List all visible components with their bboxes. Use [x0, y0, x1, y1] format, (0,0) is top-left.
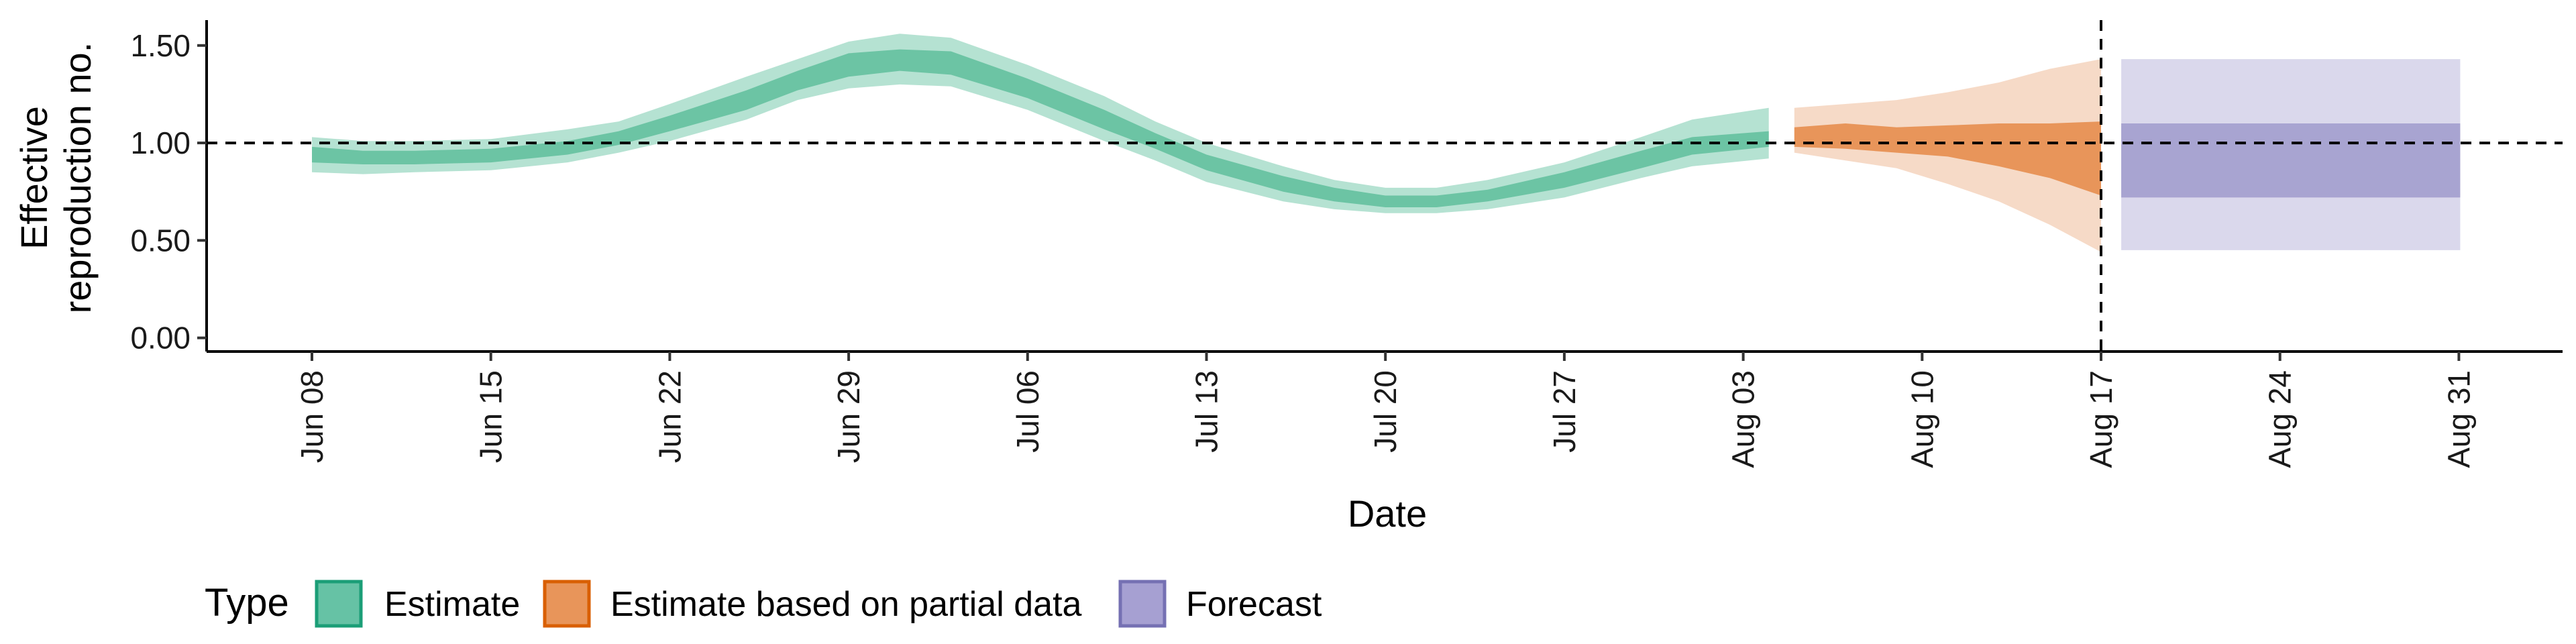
reference-lines — [207, 20, 2563, 352]
x-axis-title: Date — [1348, 492, 1427, 535]
x-tick-label: Aug 17 — [2084, 370, 2118, 468]
legend-label-estimate: Estimate — [384, 585, 520, 624]
x-tick-label: Jun 15 — [474, 370, 508, 463]
x-tick-label: Jul 06 — [1010, 370, 1045, 453]
estimate-based-on-partial-data-band-50 — [1794, 121, 2101, 196]
x-tick-label: Jul 20 — [1368, 370, 1403, 453]
plot-bands — [312, 34, 2461, 252]
forecast-band-50 — [2121, 123, 2461, 198]
axes — [197, 20, 2563, 361]
legend-key-partial — [543, 580, 591, 628]
y-tick-label: 0.50 — [130, 223, 191, 258]
legend-label-forecast: Forecast — [1186, 585, 1322, 624]
x-tick-label: Aug 10 — [1904, 370, 1939, 468]
x-tick-label: Aug 03 — [1726, 370, 1761, 468]
legend: Type Estimate Estimate based on partial … — [205, 580, 1322, 628]
legend-key-forecast — [1118, 580, 1167, 628]
y-tick-labels: 0.00 0.50 1.00 1.50 — [130, 28, 191, 356]
x-tick-label: Jun 29 — [831, 370, 866, 463]
x-tick-label: Jun 22 — [652, 370, 687, 463]
x-tick-labels: Jun 08 Jun 15 Jun 22 Jun 29 Jul 06 Jul 13 Jul … — [294, 370, 2476, 468]
x-tick-label: Jun 08 — [294, 370, 329, 463]
y-axis-title-line1: Effective — [13, 106, 55, 250]
y-tick-label: 1.50 — [130, 28, 191, 63]
x-tick-label: Jul 27 — [1547, 370, 1582, 453]
y-tick-label: 1.00 — [130, 125, 191, 160]
x-tick-label: Aug 31 — [2441, 370, 2476, 468]
x-tick-label: Jul 13 — [1189, 370, 1224, 453]
legend-key-estimate — [315, 580, 363, 628]
y-axis-title-line2: reproduction no. — [56, 42, 99, 314]
y-tick-label: 0.00 — [130, 321, 191, 356]
x-tick-label: Aug 24 — [2263, 370, 2298, 468]
axis-titles: Effective reproduction no. Date — [13, 42, 1427, 535]
legend-label-partial: Estimate based on partial data — [610, 585, 1082, 624]
legend-title: Type — [205, 581, 289, 625]
